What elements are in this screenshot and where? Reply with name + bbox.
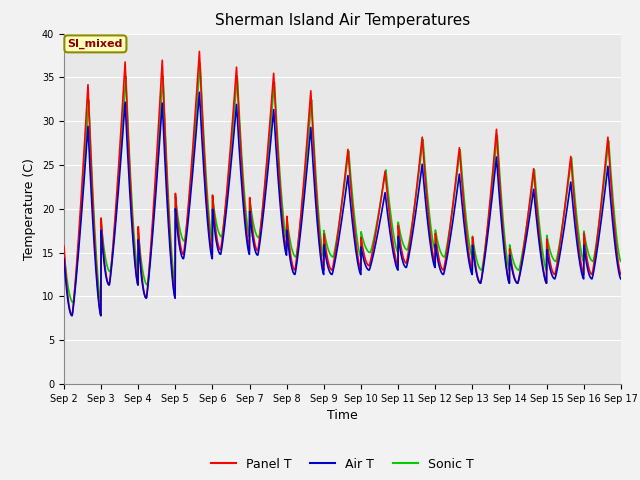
X-axis label: Time: Time — [327, 409, 358, 422]
Air T — [196, 89, 204, 95]
Sonic T — [359, 236, 367, 242]
Sonic T — [584, 247, 591, 253]
Title: Sherman Island Air Temperatures: Sherman Island Air Temperatures — [215, 13, 470, 28]
Line: Panel T: Panel T — [64, 51, 621, 316]
Panel T — [196, 48, 204, 54]
Panel T — [505, 278, 513, 284]
Sonic T — [371, 230, 379, 236]
Air T — [617, 276, 625, 282]
Sonic T — [196, 60, 204, 66]
Panel T — [371, 235, 379, 240]
Air T — [216, 251, 223, 257]
Air T — [97, 313, 105, 319]
Sonic T — [216, 232, 223, 238]
Air T — [505, 278, 513, 284]
Air T — [60, 256, 68, 262]
Panel T — [97, 313, 105, 319]
Line: Sonic T: Sonic T — [64, 63, 621, 302]
Panel T — [60, 243, 68, 249]
Y-axis label: Temperature (C): Temperature (C) — [23, 158, 36, 260]
Sonic T — [617, 258, 625, 264]
Legend: Panel T, Air T, Sonic T: Panel T, Air T, Sonic T — [206, 453, 479, 476]
Sonic T — [97, 300, 105, 305]
Line: Air T: Air T — [64, 92, 621, 316]
Air T — [584, 265, 591, 271]
Panel T — [568, 171, 576, 177]
Text: SI_mixed: SI_mixed — [68, 39, 123, 49]
Panel T — [216, 246, 223, 252]
Air T — [359, 253, 367, 259]
Air T — [568, 193, 576, 199]
Panel T — [359, 246, 367, 252]
Panel T — [617, 272, 625, 277]
Air T — [371, 244, 379, 250]
Sonic T — [60, 249, 68, 254]
Sonic T — [568, 162, 576, 168]
Panel T — [584, 259, 591, 264]
Sonic T — [505, 265, 513, 271]
